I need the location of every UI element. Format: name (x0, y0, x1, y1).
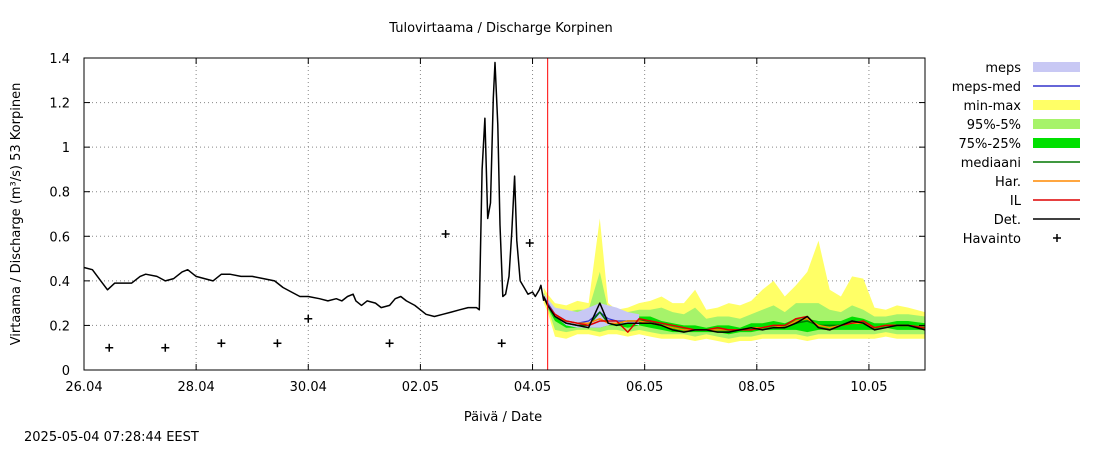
det-history-line (83, 61, 545, 318)
grid-lines (84, 58, 925, 370)
observation-point (217, 339, 226, 348)
observation-point (497, 339, 506, 348)
observation-point (161, 343, 170, 352)
x-tick-label: 06.05 (626, 380, 663, 395)
legend-swatch (1053, 234, 1061, 242)
y-axis-label: Virtaama / Discharge (m³/s) 53 Korpinen (9, 83, 24, 346)
legend-swatch (1033, 138, 1080, 148)
y-tick-label: 0.4 (49, 275, 70, 290)
x-axis-label: Päivä / Date (464, 410, 542, 425)
axis-ticks: 26.04 28.04 30.04 02.05 04.05 06.05 08.05 10.05… (49, 52, 925, 395)
meps-band (543, 294, 640, 328)
x-tick-label: 02.05 (402, 380, 439, 395)
observation-point (304, 314, 313, 323)
y-tick-label: 0.2 (49, 319, 70, 334)
series-lines (83, 58, 926, 370)
legend-swatch (1033, 100, 1080, 110)
y-tick-label: 0.6 (49, 230, 70, 245)
observation-point (105, 343, 114, 352)
legend-label: 95%-5% (967, 118, 1021, 133)
legend-label: meps-med (952, 80, 1021, 95)
legend: meps meps-med min-max 95%-5% 75%-25% mediaani… (952, 61, 1080, 247)
observation-point (525, 238, 534, 247)
x-tick-label: 10.05 (850, 380, 887, 395)
y-tick-label: 0.8 (49, 186, 70, 201)
legend-label: 75%-25% (959, 137, 1021, 152)
legend-label: Havainto (963, 232, 1021, 247)
y-tick-label: 1.2 (49, 97, 70, 112)
chart-title: Tulovirtaama / Discharge Korpinen (388, 21, 613, 36)
legend-label: meps (985, 61, 1021, 76)
y-tick-label: 1.4 (49, 52, 70, 67)
legend-label: Har. (995, 175, 1021, 190)
legend-swatch (1033, 119, 1080, 129)
x-tick-label: 04.05 (514, 380, 551, 395)
y-tick-label: 1 (62, 141, 70, 156)
x-tick-label: 08.05 (738, 380, 775, 395)
legend-swatch (1033, 62, 1080, 72)
x-tick-label: 28.04 (178, 380, 215, 395)
legend-label: Det. (994, 213, 1021, 228)
legend-label: IL (1010, 194, 1022, 209)
y-tick-label: 0 (62, 364, 70, 379)
x-tick-label: 30.04 (290, 380, 327, 395)
plot-frame (83, 57, 926, 371)
det-forecast-line (543, 296, 926, 333)
observation-point (441, 230, 450, 239)
il-line (543, 296, 926, 333)
observation-points (105, 230, 534, 352)
legend-label: min-max (963, 99, 1021, 114)
observation-point (385, 339, 394, 348)
timestamp: 2025-05-04 07:28:44 EEST (24, 430, 199, 445)
observation-point (273, 339, 282, 348)
legend-label: mediaani (961, 156, 1021, 171)
forecast-bands (543, 218, 925, 344)
x-tick-label: 26.04 (65, 380, 102, 395)
